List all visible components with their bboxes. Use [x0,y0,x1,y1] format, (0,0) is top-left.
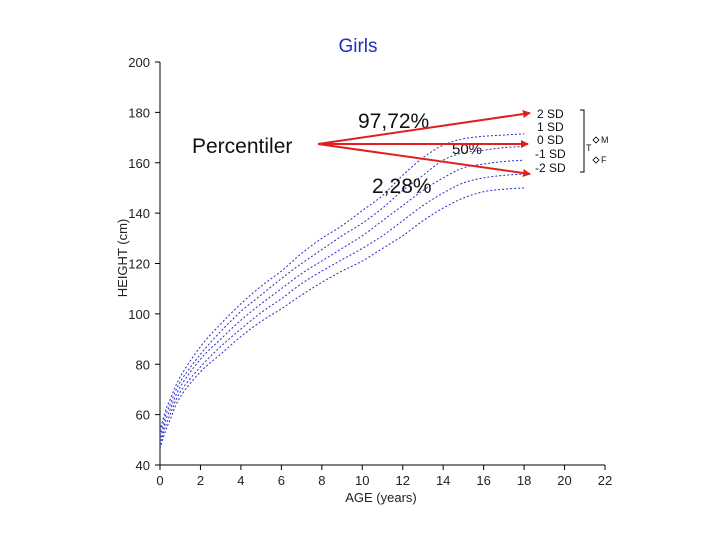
y-tick-label: 100 [128,307,150,322]
series-line-minus1sd [159,173,525,446]
arrow-2 [317,143,531,177]
y-tick-label: 120 [128,257,150,272]
legend-0sd: 0 SD [537,133,564,147]
legend: 2 SD 1 SD 0 SD -1 SD -2 SD T M F [535,107,609,175]
legend-m-marker [592,136,600,144]
series-line-0sd [159,159,525,442]
y-tick-label: 160 [128,156,150,171]
series-line-2sd [159,133,525,432]
legend-1sd: 1 SD [537,120,564,134]
percentiler-label: Percentiler [192,135,292,158]
y-tick-label: 80 [136,357,150,372]
x-ticks: 0 2 4 6 8 10 12 14 16 18 20 22 [156,465,612,488]
x-tick-label: 0 [156,473,163,488]
y-axis-title: HEIGHT (cm) [115,219,130,297]
x-tick-label: 16 [476,473,490,488]
y-tick-label: 180 [128,105,150,120]
x-axis-title: AGE (years) [345,490,417,505]
y-tick-label: 140 [128,206,150,221]
legend-2sd: 2 SD [537,107,564,121]
p50-label: 50% [452,141,482,158]
x-tick-label: 8 [318,473,325,488]
x-tick-label: 22 [598,473,612,488]
legend-m: M [601,135,609,145]
series-line-minus2sd [159,187,525,449]
y-tick-label: 200 [128,55,150,70]
legend-f-marker [592,156,600,164]
x-tick-label: 4 [237,473,244,488]
y-ticks: 40 60 80 100 120 140 160 180 200 [128,55,160,473]
series-group [159,133,525,449]
y-tick-label: 60 [136,408,150,423]
chart-title: Girls [338,36,377,57]
y-tick-label: 40 [136,458,150,473]
legend-minus1sd: -1 SD [535,147,566,161]
x-tick-label: 18 [517,473,531,488]
legend-t: T [586,143,592,153]
x-tick-label: 6 [278,473,285,488]
x-tick-label: 14 [436,473,450,488]
p2-label: 2,28% [372,175,432,198]
x-tick-label: 12 [395,473,409,488]
x-tick-label: 20 [557,473,571,488]
x-tick-label: 10 [355,473,369,488]
arrow-97 [317,110,531,145]
legend-minus2sd: -2 SD [535,161,566,175]
x-tick-label: 2 [197,473,204,488]
legend-f: F [601,155,607,165]
series-line-1sd [159,145,525,437]
legend-bracket [580,109,585,173]
p97-label: 97,72% [358,110,429,133]
